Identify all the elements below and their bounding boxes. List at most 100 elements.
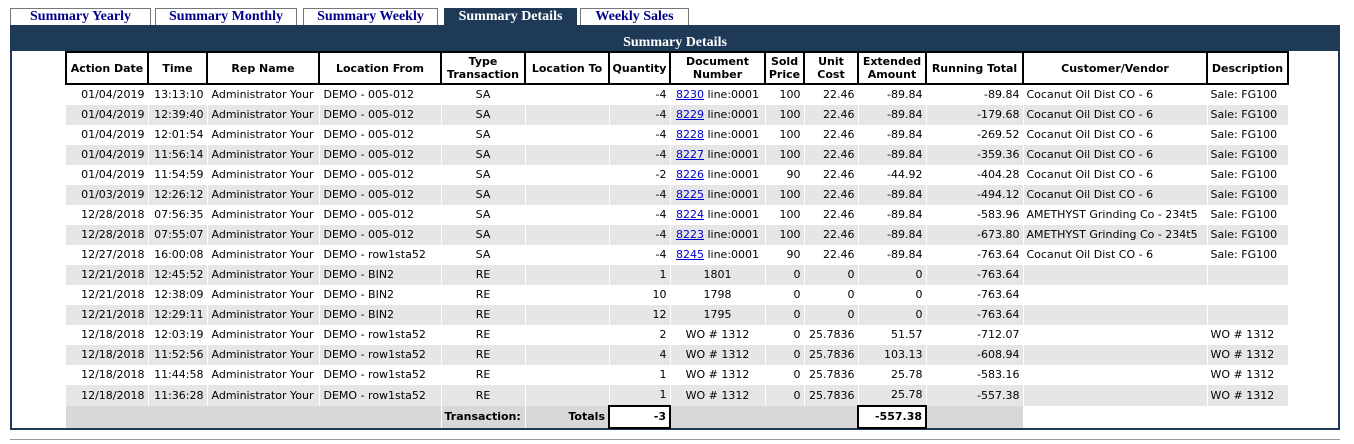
document-line: line:0001 (707, 208, 760, 221)
table-cell: 8230 line:0001 (670, 83, 766, 105)
table-cell: -359.36 (926, 145, 1024, 165)
table-cell: 8224 line:0001 (670, 205, 766, 225)
table-cell: 01/04/2019 (66, 83, 149, 105)
table-cell: 11:52:56 (148, 345, 208, 365)
table-cell: 12/18/2018 (66, 385, 149, 406)
table-cell: 01/04/2019 (66, 145, 149, 165)
document-link[interactable]: 8223 (675, 228, 704, 241)
table-cell: SA (441, 105, 526, 125)
table-row: 12/27/2018 16:00:08 Administrator Your DEMO… (66, 245, 1289, 265)
table-cell: 51.57 (858, 325, 927, 345)
table-cell: SA (441, 145, 526, 165)
tab[interactable]: Summary Weekly (303, 8, 438, 25)
table-cell: 07:56:35 (148, 205, 208, 225)
table-cell: -89.84 (858, 145, 927, 165)
column-header: Location To (524, 51, 610, 85)
tab[interactable]: Summary Yearly (10, 8, 151, 25)
table-cell: Administrator Your (207, 265, 320, 285)
table-cell: 90 (765, 165, 805, 185)
table-cell: DEMO - 005-012 (319, 225, 442, 245)
table-cell: 100 (765, 205, 805, 225)
document-link[interactable]: 8224 (675, 208, 704, 221)
table-cell: RE (441, 325, 526, 345)
table-cell: 12/21/2018 (66, 285, 149, 305)
table-cell: Sale: FG100 (1207, 185, 1289, 205)
tab[interactable]: Weekly Sales (580, 8, 689, 25)
table-cell: -89.84 (858, 225, 927, 245)
table-cell: 12/28/2018 (66, 225, 149, 245)
table-cell: -557.38 (926, 385, 1024, 406)
table-cell (1207, 305, 1289, 325)
panel-title: Summary Details (623, 35, 727, 50)
table-cell: -4 (609, 225, 671, 245)
table-cell: -4 (609, 83, 671, 105)
table-cell: RE (441, 305, 526, 325)
table-cell: RE (441, 365, 526, 385)
table-cell: 4 (609, 345, 671, 365)
document-link[interactable]: 8227 (675, 148, 704, 161)
table-cell: Administrator Your (207, 125, 320, 145)
table-cell: 1 (609, 385, 671, 406)
table-cell: 16:00:08 (148, 245, 208, 265)
document-link[interactable]: 8225 (675, 188, 704, 201)
table-cell (525, 145, 610, 165)
table-cell: 0 (765, 365, 805, 385)
table-cell: Cocanut Oil Dist CO - 6 (1023, 165, 1208, 185)
table-cell: WO # 1312 (670, 365, 766, 385)
table-row: 12/21/2018 12:45:52 Administrator Your DEMO… (66, 265, 1289, 285)
total-quantity: -3 (608, 405, 671, 429)
header-row: Action Date Time Rep Name Location From Type… (65, 51, 1289, 85)
table-cell (1023, 325, 1208, 345)
table-cell: 22.46 (804, 185, 859, 205)
table-cell: -763.64 (926, 305, 1024, 325)
document-link[interactable]: 8230 (675, 88, 704, 101)
table-cell: 12/18/2018 (66, 325, 149, 345)
table-cell: DEMO - BIN2 (319, 265, 442, 285)
table-cell: -608.94 (926, 345, 1024, 365)
column-header: Type Transaction (440, 51, 526, 85)
table-cell: -89.84 (858, 105, 927, 125)
totals-cell (66, 406, 442, 428)
tab[interactable]: Summary Details (444, 8, 577, 25)
table-cell: SA (441, 185, 526, 205)
document-link[interactable]: 8228 (675, 128, 704, 141)
table-cell: -179.68 (926, 105, 1024, 125)
table-cell (525, 365, 610, 385)
table-cell: 1795 (670, 305, 766, 325)
tab[interactable]: Summary Monthly (155, 8, 297, 25)
table-cell: -89.84 (858, 185, 927, 205)
document-link[interactable]: 8229 (675, 108, 704, 121)
table-cell: 0 (765, 345, 805, 365)
table-cell: WO # 1312 (1207, 365, 1289, 385)
table-cell: DEMO - BIN2 (319, 285, 442, 305)
document-link[interactable]: 8245 (675, 248, 704, 261)
table-cell: 12:38:09 (148, 285, 208, 305)
table-cell: 12:01:54 (148, 125, 208, 145)
table-cell: 1 (609, 265, 671, 285)
table-cell: 22.46 (804, 125, 859, 145)
table-cell (525, 185, 610, 205)
table-cell: DEMO - row1sta52 (319, 325, 442, 345)
table-cell: -4 (609, 205, 671, 225)
table-cell: 25.7836 (804, 365, 859, 385)
document-line: line:0001 (707, 108, 760, 121)
table-cell: 12:26:12 (148, 185, 208, 205)
table-cell: 01/03/2019 (66, 185, 149, 205)
table-row: 01/04/2019 12:01:54 Administrator Your DEMO… (66, 125, 1289, 145)
totals-cell (1023, 406, 1289, 428)
table-cell: 0 (804, 305, 859, 325)
table-cell (525, 225, 610, 245)
table-cell: 22.46 (804, 145, 859, 165)
document-link[interactable]: 8226 (675, 168, 704, 181)
table-row: 12/28/2018 07:55:07 Administrator Your DEMO… (66, 225, 1289, 245)
table-cell: 0 (765, 325, 805, 345)
table-cell (525, 385, 610, 406)
table-cell: 11:56:14 (148, 145, 208, 165)
column-header: Location From (318, 51, 442, 85)
table-cell: Administrator Your (207, 365, 320, 385)
totals-label: Totals (525, 406, 610, 428)
table-cell: -89.84 (858, 83, 927, 105)
table-cell: WO # 1312 (1207, 385, 1289, 406)
table-cell: RE (441, 265, 526, 285)
table-cell: Administrator Your (207, 205, 320, 225)
